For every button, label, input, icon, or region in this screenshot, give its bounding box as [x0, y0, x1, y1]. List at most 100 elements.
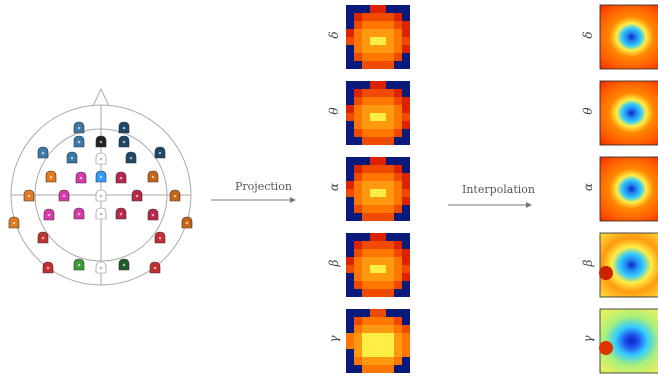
grid-cell: [378, 365, 386, 373]
grid-cell: [378, 129, 386, 137]
grid-cell: [394, 197, 402, 205]
grid-cell: [402, 317, 410, 325]
grid-cell: [362, 213, 370, 221]
grid-cell: [362, 89, 370, 97]
grid-cell: [346, 257, 354, 265]
grid-cell: [402, 121, 410, 129]
electrode-dot-3: [77, 140, 81, 144]
grid-cell: [386, 365, 394, 373]
grid-cell: [402, 281, 410, 289]
interpolated-map-gamma: [599, 308, 658, 374]
grid-cell: [362, 129, 370, 137]
grid-cell: [362, 257, 370, 265]
grid-cell: [394, 5, 402, 13]
grid-cell: [402, 249, 410, 257]
band-label-interp-beta: β: [581, 259, 595, 267]
grid-cell: [354, 197, 362, 205]
grid-cell: [346, 137, 354, 145]
grid-cell: [386, 157, 394, 165]
grid-cell: [386, 5, 394, 13]
grid-cell: [346, 13, 354, 21]
grid-cell: [354, 289, 362, 297]
grid-cell: [370, 165, 378, 173]
grid-cell: [394, 21, 402, 29]
grid-cell: [402, 21, 410, 29]
grid-cell: [354, 257, 362, 265]
grid-cell: [346, 105, 354, 113]
grid-cell: [370, 233, 378, 241]
grid-cell: [402, 129, 410, 137]
grid-cell: [362, 325, 370, 333]
grid-cell: [346, 21, 354, 29]
grid-cell: [354, 205, 362, 213]
electrode-dot-28: [41, 236, 45, 240]
grid-cell: [370, 317, 378, 325]
band-label-gamma: γ: [327, 335, 341, 343]
grid-cell: [394, 29, 402, 37]
grid-cell: [402, 197, 410, 205]
grid-cell: [354, 157, 362, 165]
grid-cell: [378, 197, 386, 205]
grid-cell: [354, 13, 362, 21]
grid-cell: [402, 213, 410, 221]
grid-cell: [354, 165, 362, 173]
grid-cell: [386, 181, 394, 189]
grid-cell: [354, 129, 362, 137]
electrode-dot-21: [12, 221, 16, 225]
grid-cell: [346, 349, 354, 357]
grid-cell: [362, 249, 370, 257]
grid-cell: [402, 333, 410, 341]
grid-cell: [346, 157, 354, 165]
grid-cell: [386, 249, 394, 257]
grid-cell: [378, 45, 386, 53]
grid-cell: [386, 37, 394, 45]
grid-cell: [362, 205, 370, 213]
grid-cell: [346, 181, 354, 189]
grid-cell: [378, 349, 386, 357]
grid-cell: [354, 281, 362, 289]
grid-cell: [378, 309, 386, 317]
grid-cell: [346, 333, 354, 341]
grid-cell: [354, 181, 362, 189]
grid-cell: [402, 157, 410, 165]
grid-cell: [370, 5, 378, 13]
grid-cell: [386, 89, 394, 97]
grid-cell: [362, 189, 370, 197]
grid-cell: [394, 105, 402, 113]
grid-cell: [346, 205, 354, 213]
electrode-dot-26: [151, 213, 155, 217]
grid-cell: [346, 281, 354, 289]
interpolation-label: Interpolation: [462, 183, 536, 196]
grid-cell: [346, 53, 354, 61]
nose-outline: [92, 87, 110, 107]
grid-cell: [346, 213, 354, 221]
grid-cell: [370, 181, 378, 189]
grid-cell: [394, 281, 402, 289]
grid-cell: [362, 365, 370, 373]
grid-cell: [378, 97, 386, 105]
grid-cell: [402, 113, 410, 121]
grid-cell: [370, 61, 378, 69]
interpolated-map-delta: [599, 4, 658, 70]
grid-cell: [370, 173, 378, 181]
grid-cell: [346, 121, 354, 129]
grid-cell: [386, 325, 394, 333]
grid-cell: [378, 333, 386, 341]
grid-cell: [354, 273, 362, 281]
grid-cell: [386, 53, 394, 61]
grid-cell: [394, 173, 402, 181]
grid-cell: [354, 317, 362, 325]
grid-cell: [354, 61, 362, 69]
electrode-dot-6: [41, 151, 45, 155]
grid-cell: [394, 97, 402, 105]
grid-cell: [386, 189, 394, 197]
grid-cell: [394, 113, 402, 121]
grid-cell: [370, 349, 378, 357]
grid-cell: [402, 37, 410, 45]
grid-cell: [362, 29, 370, 37]
grid-cell: [378, 81, 386, 89]
band-label-interp-theta: θ: [581, 107, 595, 115]
grid-cell: [402, 365, 410, 373]
grid-cell: [362, 53, 370, 61]
grid-cell: [354, 53, 362, 61]
